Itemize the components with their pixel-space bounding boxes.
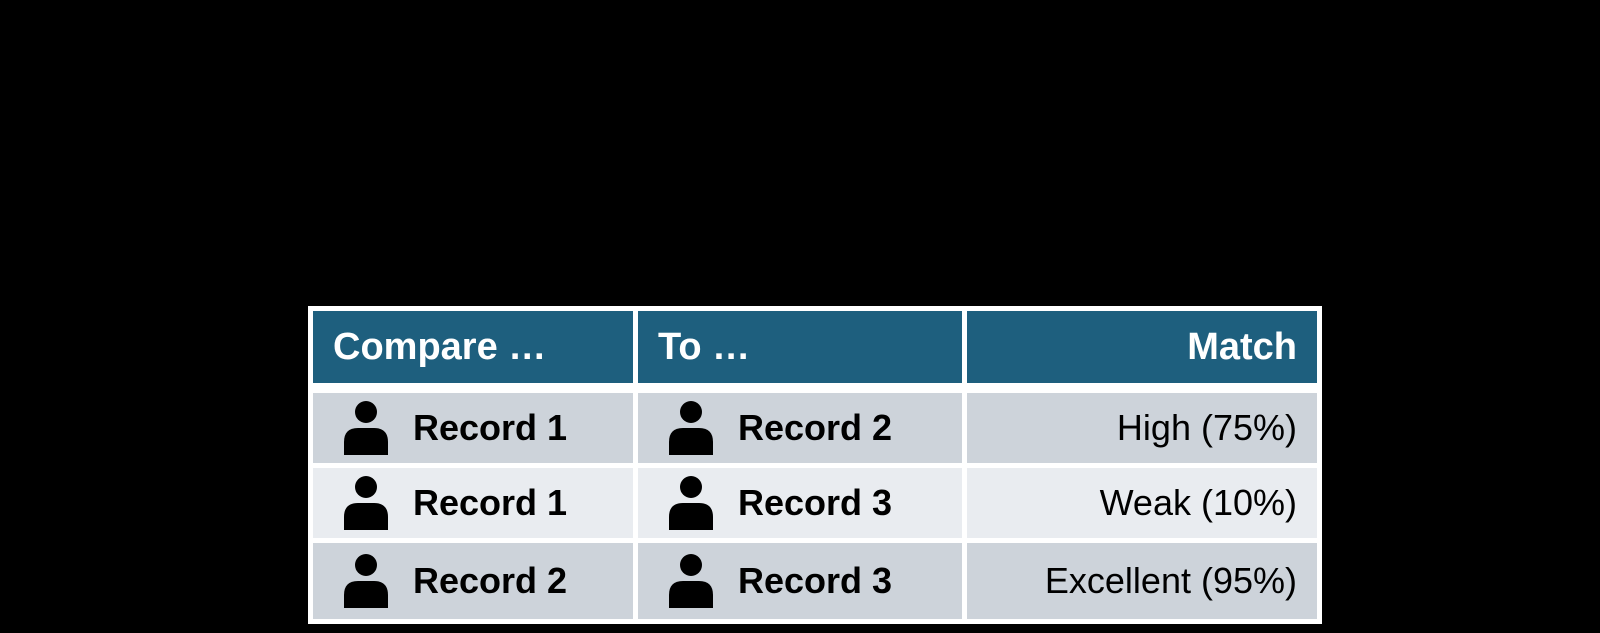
person-icon <box>343 401 389 455</box>
table-row: Record 2 Record 3 Excellent (95%) <box>313 543 1317 619</box>
record-label: Record 1 <box>413 407 568 448</box>
person-icon <box>668 401 714 455</box>
record-match-table: Compare … To … Match Record 1 Record 2 H… <box>308 306 1322 624</box>
to-cell: Record 3 <box>638 543 962 619</box>
table-header-row: Compare … To … Match <box>313 311 1317 383</box>
person-icon <box>668 476 714 530</box>
to-cell: Record 2 <box>638 393 962 463</box>
match-cell: Weak (10%) <box>967 468 1317 538</box>
person-icon <box>343 554 389 608</box>
person-icon <box>668 554 714 608</box>
record-label: Record 3 <box>738 482 893 523</box>
column-header-to: To … <box>638 311 962 383</box>
record-label: Record 2 <box>413 560 568 601</box>
match-cell: Excellent (95%) <box>967 543 1317 619</box>
compare-cell: Record 2 <box>313 543 633 619</box>
person-icon <box>343 476 389 530</box>
match-value: Weak (10%) <box>1099 482 1297 523</box>
to-cell: Record 3 <box>638 468 962 538</box>
compare-cell: Record 1 <box>313 468 633 538</box>
table-row: Record 1 Record 3 Weak (10%) <box>313 468 1317 538</box>
table-row: Record 1 Record 2 High (75%) <box>313 393 1317 463</box>
column-header-match: Match <box>967 311 1317 383</box>
match-value: High (75%) <box>1116 407 1297 448</box>
column-header-compare: Compare … <box>313 311 633 383</box>
record-label: Record 1 <box>413 482 568 523</box>
match-cell: High (75%) <box>967 393 1317 463</box>
compare-cell: Record 1 <box>313 393 633 463</box>
record-label: Record 2 <box>738 407 893 448</box>
record-label: Record 3 <box>738 560 893 601</box>
match-value: Excellent (95%) <box>1044 560 1297 601</box>
